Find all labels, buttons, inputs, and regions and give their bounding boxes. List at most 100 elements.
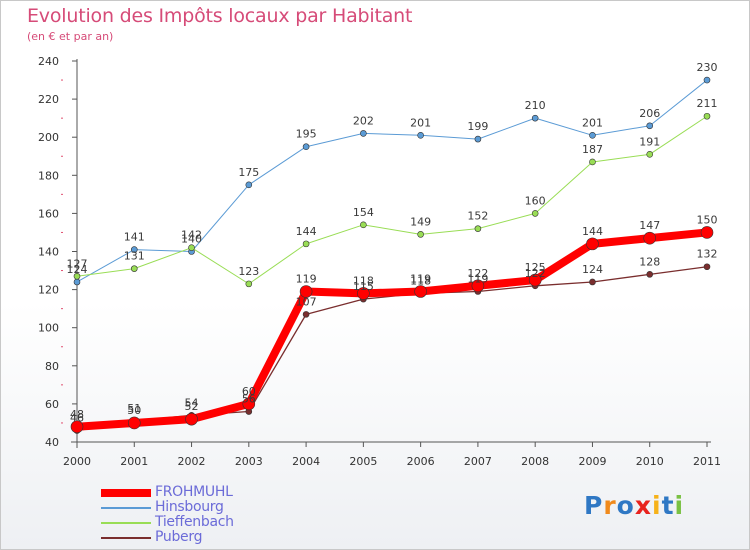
data-point-frohmuhl: [185, 412, 198, 426]
legend-label: Puberg: [155, 529, 203, 545]
data-point-hinsbourg: [302, 143, 310, 151]
data-label-frohmuhl: 52: [185, 400, 199, 413]
y-tick-label: 100: [38, 322, 59, 335]
legend-item-puberg: Puberg: [101, 529, 321, 546]
data-label-frohmuhl: 118: [353, 274, 374, 287]
logo-letter: x: [634, 491, 652, 520]
x-tick-label: 2006: [407, 455, 435, 468]
data-point-tieffenbach: [703, 112, 711, 120]
chart-subtitle: (en € et par an): [27, 30, 114, 43]
data-point-tieffenbach: [73, 272, 81, 280]
x-tick-label: 2011: [693, 455, 721, 468]
data-point-frohmuhl: [357, 287, 370, 300]
data-point-frohmuhl: [643, 231, 657, 245]
y-tick-label: 160: [38, 207, 59, 220]
data-label-puberg: 115: [353, 280, 374, 293]
data-label-hinsbourg: 202: [353, 114, 374, 127]
y-tick-label: 200: [38, 131, 59, 144]
data-point-tieffenbach: [130, 265, 138, 272]
series-tieffenbach: [73, 112, 711, 288]
data-label-hinsbourg: 201: [582, 116, 603, 129]
data-label-frohmuhl: 48: [70, 408, 84, 421]
x-tick-label: 2000: [63, 455, 91, 468]
data-point-hinsbourg: [589, 131, 596, 139]
series-hinsbourg: [73, 76, 711, 286]
data-label-frohmuhl: 60: [242, 385, 256, 398]
data-point-puberg: [703, 263, 711, 271]
x-tick-label: 2004: [292, 455, 320, 468]
data-label-hinsbourg: 124: [67, 263, 88, 276]
logo-letter: t: [661, 491, 675, 520]
data-point-hinsbourg: [703, 76, 711, 84]
logo-letter: r: [603, 491, 617, 520]
legend-swatch: [101, 489, 151, 497]
series-line-tieffenbach: [76, 115, 708, 285]
data-point-hinsbourg: [417, 131, 424, 139]
series-frohmuhl: [70, 226, 714, 434]
y-tick-label: 180: [38, 169, 59, 182]
data-point-frohmuhl: [299, 285, 313, 298]
y-tick-label: 120: [38, 284, 59, 297]
x-tick-label: 2008: [521, 455, 549, 468]
data-label-hinsbourg: 206: [639, 107, 660, 120]
data-point-tieffenbach: [417, 231, 424, 238]
data-point-tieffenbach: [302, 240, 310, 248]
logo-letter: i: [674, 491, 685, 520]
proxiti-logo: Proxiti: [584, 491, 684, 520]
data-label-puberg: 107: [296, 295, 317, 308]
data-label-tieffenbach: 211: [697, 97, 718, 110]
data-label-tieffenbach: 191: [639, 135, 660, 148]
data-label-puberg: 51: [127, 402, 141, 415]
data-label-frohmuhl: 122: [467, 267, 488, 280]
data-point-hinsbourg: [646, 122, 654, 130]
data-point-frohmuhl: [471, 279, 485, 293]
chart-title: Evolution des Impôts locaux par Habitant: [27, 5, 413, 27]
data-label-puberg: 132: [697, 248, 718, 261]
data-label-tieffenbach: 149: [410, 215, 431, 228]
data-point-puberg: [589, 278, 596, 286]
legend-swatch: [101, 522, 151, 524]
data-point-frohmuhl: [242, 397, 256, 411]
y-tick-label: 60: [45, 398, 59, 411]
data-point-tieffenbach: [360, 221, 367, 229]
y-tick-label: 240: [38, 55, 59, 68]
data-label-hinsbourg: 199: [467, 120, 488, 133]
data-label-hinsbourg: 140: [181, 233, 202, 246]
legend-item-frohmuhl: FROHMUHL: [101, 484, 321, 501]
data-label-hinsbourg: 230: [697, 61, 718, 74]
data-label-puberg: 46: [70, 412, 84, 425]
data-point-frohmuhl: [414, 285, 427, 298]
data-point-hinsbourg: [130, 246, 138, 253]
data-label-hinsbourg: 210: [525, 99, 546, 112]
data-point-hinsbourg: [73, 278, 81, 286]
x-tick-label: 2003: [235, 455, 263, 468]
data-point-tieffenbach: [474, 225, 482, 232]
data-point-hinsbourg: [245, 181, 253, 189]
x-tick-label: 2001: [120, 455, 148, 468]
data-point-hinsbourg: [360, 130, 367, 137]
data-label-hinsbourg: 195: [296, 128, 317, 141]
data-label-puberg: 124: [582, 263, 603, 276]
data-point-frohmuhl: [586, 237, 599, 251]
data-label-hinsbourg: 175: [238, 166, 259, 179]
data-label-frohmuhl: 144: [582, 225, 603, 238]
data-label-frohmuhl: 119: [296, 273, 317, 286]
data-point-tieffenbach: [531, 210, 539, 217]
data-label-hinsbourg: 141: [124, 231, 145, 244]
data-label-tieffenbach: 187: [582, 143, 603, 156]
x-tick-label: 2007: [464, 455, 492, 468]
x-tick-label: 2005: [349, 455, 377, 468]
logo-letter: P: [584, 491, 604, 520]
series-line-frohmuhl: [73, 228, 711, 431]
y-tick-label: 40: [45, 436, 59, 449]
legend-swatch: [101, 537, 151, 539]
data-point-tieffenbach: [646, 151, 654, 158]
y-tick-label: 80: [45, 360, 59, 373]
logo-letter: i: [652, 491, 662, 520]
data-label-tieffenbach: 152: [467, 210, 488, 223]
data-point-frohmuhl: [70, 420, 84, 434]
data-label-frohmuhl: 119: [410, 273, 431, 286]
data-point-tieffenbach: [188, 244, 195, 251]
